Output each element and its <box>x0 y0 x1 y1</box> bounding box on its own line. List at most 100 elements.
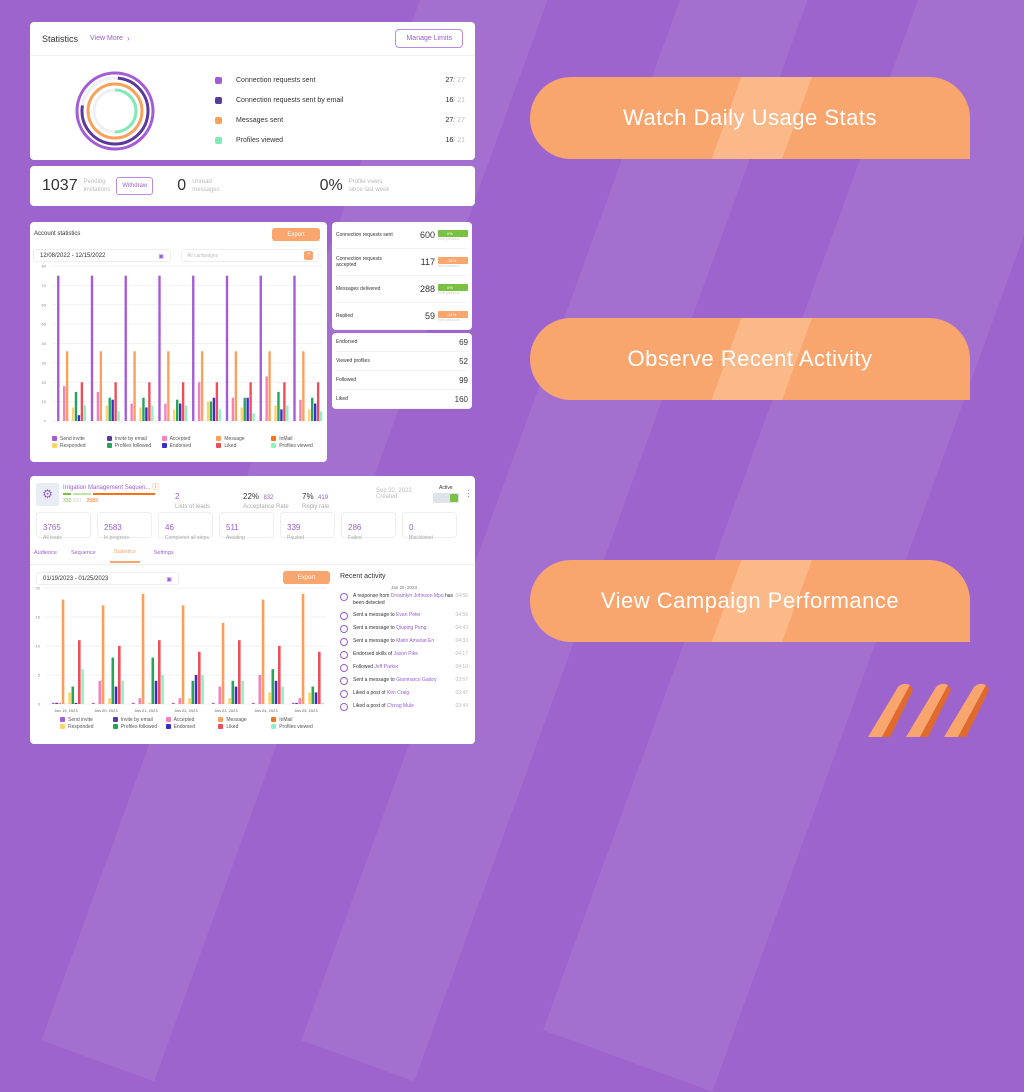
y-tick-label: 20 <box>36 586 41 591</box>
tab-statistics[interactable]: Statistics <box>109 549 140 563</box>
lead-stat-card[interactable]: 3765 All leads <box>36 512 91 541</box>
acceptance-value: 22% <box>243 492 260 501</box>
bar-send-invite <box>212 702 215 704</box>
lead-stat-card[interactable]: 339 Paused <box>280 512 335 541</box>
card-value: 286 <box>348 523 362 532</box>
bar-profiles-followed <box>271 669 275 704</box>
bar-accepted <box>130 403 133 421</box>
bar-message <box>221 622 225 704</box>
legend-swatch <box>216 436 222 442</box>
legend-item[interactable]: Send invite <box>60 717 109 723</box>
activity-link[interactable]: Evan Peter <box>396 612 421 618</box>
legend-item[interactable]: Liked <box>218 724 267 730</box>
bar-profiles-viewed <box>117 411 120 421</box>
lead-stat-card[interactable]: 511 Awaiting <box>219 512 274 541</box>
bar-send-invite <box>132 702 135 704</box>
legend-item[interactable]: Invite by email <box>106 436 158 442</box>
lead-stat-card[interactable]: 286 Failed <box>341 512 396 541</box>
bar-send-invite <box>158 275 161 421</box>
bar-liked <box>283 382 286 421</box>
legend-item[interactable]: Endorsed <box>161 443 213 449</box>
tab-sequence[interactable]: Sequence <box>70 550 96 556</box>
activity-suffix: has been detected <box>353 593 454 606</box>
tab-settings[interactable]: Settings <box>153 550 174 556</box>
legend-item[interactable]: Profiles viewed <box>271 724 320 730</box>
legend-item[interactable]: Profiles viewed <box>271 443 322 449</box>
activity-time: 04:43 <box>455 625 468 631</box>
legend-label: Profiles followed <box>120 724 158 730</box>
bar-endorsed <box>234 686 238 704</box>
activity-link[interactable]: Qiuping Peng <box>396 625 427 631</box>
activity-link[interactable]: Matin Amanat Eri <box>396 638 435 644</box>
legend-item[interactable]: InMail <box>271 436 322 442</box>
activity-link[interactable]: Jason Pike <box>393 651 419 657</box>
legend-swatch <box>271 724 277 730</box>
stat-label: Connection requests sent <box>236 76 316 84</box>
view-more-link[interactable]: View More <box>90 35 123 42</box>
export-button[interactable]: Export <box>272 228 320 241</box>
legend-label: Profiles viewed <box>279 724 313 730</box>
active-toggle[interactable] <box>433 493 459 503</box>
activity-time: 03:47 <box>455 690 468 696</box>
calendar-icon: ▣ <box>166 577 172 583</box>
badge-note: from previous <box>438 290 460 295</box>
activity-link[interactable]: Ken Craig <box>386 690 410 696</box>
legend-item[interactable]: Endorsed <box>165 724 215 730</box>
tab-audience[interactable]: Audience <box>34 550 57 556</box>
reply-value: 7% <box>302 492 314 501</box>
bar-liked <box>148 382 151 421</box>
legend-swatch <box>215 76 222 84</box>
activity-link[interactable]: Jeff Parker <box>374 664 399 670</box>
legend-swatch <box>60 724 65 730</box>
activity-link[interactable]: Dreamlyn Johnson Mpo <box>390 593 444 599</box>
lead-stat-card[interactable]: 46 Completed all steps <box>158 512 213 541</box>
legend-item[interactable]: Invite by email <box>112 717 162 723</box>
legend-swatch <box>161 443 167 449</box>
legend-item[interactable]: Responded <box>52 443 103 449</box>
legend-item[interactable]: Accepted <box>161 436 213 442</box>
change-badge: 0% <box>438 283 468 291</box>
campaign-select[interactable]: All campaigns + <box>181 249 319 262</box>
lead-stat-card[interactable]: 2583 In progress <box>97 512 152 541</box>
bar-profiles-viewed <box>241 680 244 704</box>
more-menu-icon[interactable]: ⋮ <box>464 488 473 498</box>
bar-endorsed <box>212 397 216 421</box>
legend-item[interactable]: InMail <box>271 717 320 723</box>
activity-link[interactable]: Chirag Mule <box>386 703 414 709</box>
legend-swatch <box>218 724 224 730</box>
legend-item[interactable]: Liked <box>216 443 267 449</box>
y-tick-label: 0 <box>38 702 41 707</box>
campaign-name[interactable]: Irrigation Management Sequen... <box>63 485 151 491</box>
bar-message <box>261 599 265 704</box>
legend-item[interactable]: Profiles followed <box>106 443 158 449</box>
campaign-date-input[interactable]: 01/19/2023 - 01/25/2023 ▣ <box>36 572 179 585</box>
stat-row: Profiles viewed 16/ 21 <box>215 130 465 150</box>
bar-endorsed <box>246 397 249 421</box>
legend-item[interactable]: Message <box>218 717 267 723</box>
withdraw-button[interactable]: Withdraw <box>116 177 154 195</box>
manage-limits-button[interactable]: Manage Limits <box>395 29 463 48</box>
legend-item[interactable]: Send invite <box>52 436 103 442</box>
activity-icon <box>340 593 348 601</box>
lead-stat-card[interactable]: 0 Blacklisted <box>402 512 457 541</box>
activity-link[interactable]: Gianmarco Gadoy <box>396 677 437 683</box>
legend-item[interactable]: Profiles followed <box>112 724 162 730</box>
activity-time: 04:56 <box>455 612 468 618</box>
bar-message <box>61 599 65 704</box>
legend-item[interactable]: Message <box>216 436 267 442</box>
pending-label2: invitations <box>83 187 111 193</box>
activity-time: 04:10 <box>455 664 468 670</box>
date-range-input[interactable]: 12/08/2022 - 12/15/2022 ▣ <box>33 249 171 262</box>
bar-endorsed <box>314 692 318 704</box>
legend-item[interactable]: Responded <box>60 724 109 730</box>
bar-send-invite <box>90 275 94 421</box>
recent-title: Recent activity <box>340 573 386 580</box>
campaign-export-button[interactable]: Export <box>283 571 330 584</box>
card-value: 0 <box>409 523 414 532</box>
bar-profiles-viewed <box>81 669 84 704</box>
legend-item[interactable]: Accepted <box>165 717 215 723</box>
legend-swatch <box>60 717 65 723</box>
bar-profiles-followed <box>74 391 78 421</box>
chevron-right-icon: › <box>126 34 130 43</box>
plus-icon[interactable]: + <box>304 251 313 260</box>
